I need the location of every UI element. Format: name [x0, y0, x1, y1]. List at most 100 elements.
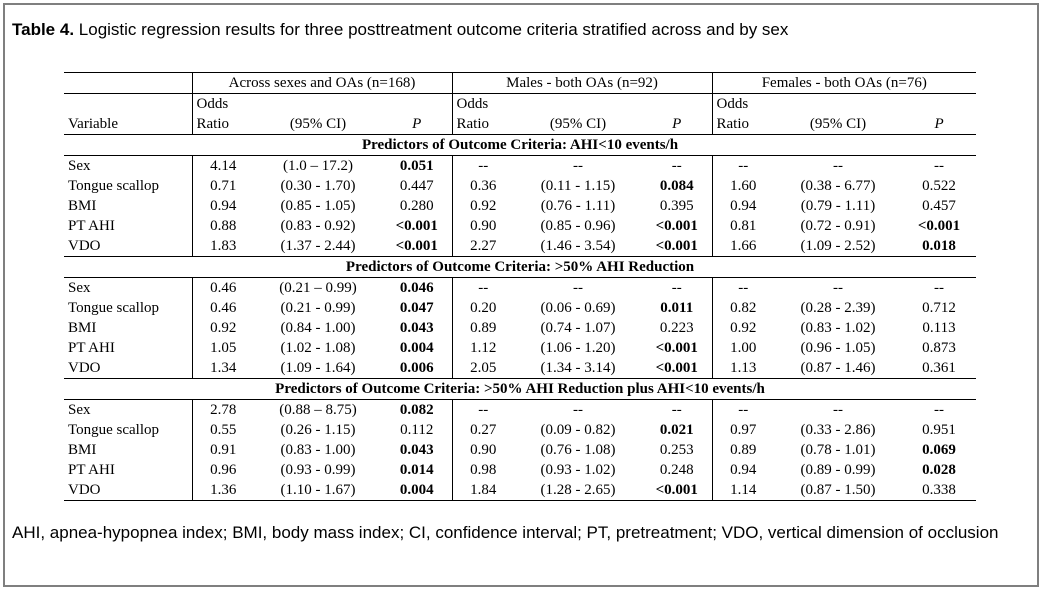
ci-cell: --	[573, 401, 584, 418]
variable-cell: Tongue scallop	[64, 298, 193, 318]
p-value-cell: 0.006	[382, 358, 453, 379]
ci-cell: (1.28 - 2.65)	[514, 480, 643, 501]
p-value-cell: 0.014	[382, 460, 453, 480]
odds-ratio-cell: 4.14	[210, 157, 237, 174]
p-value-cell: 0.248	[642, 460, 713, 480]
p-value-cell: --	[642, 277, 713, 298]
p-value-cell: 0.004	[382, 480, 453, 501]
table-label: Table 4.	[12, 20, 75, 39]
odds-ratio-cell: --	[738, 157, 749, 174]
table-row: BMI 0.92 (0.84 - 1.00) 0.043 0.89 (0.74 - 1.0…	[64, 318, 976, 338]
odds-ratio-cell: 0.94	[730, 197, 757, 214]
variable-header: Variable	[64, 114, 193, 135]
odds-ratio-cell: 2.05	[470, 359, 497, 376]
variable-cell: BMI	[64, 440, 193, 460]
odds-label: Odds	[456, 95, 489, 112]
table-row: PT AHI 0.88 (0.83 - 0.92) <0.001 0.90 (0.85 -…	[64, 216, 976, 236]
table-caption: Logistic regression results for three po…	[78, 20, 789, 39]
variable-cell: PT AHI	[64, 460, 193, 480]
p-header: P	[382, 114, 453, 135]
ci-header: (95% CI)	[549, 115, 607, 132]
p-value-cell: <0.001	[642, 216, 713, 236]
p-value-cell: 0.280	[382, 196, 453, 216]
p-value-cell: 0.338	[902, 480, 977, 501]
odds-ratio-cell: 1.00	[730, 339, 757, 356]
ci-cell: (1.0 – 17.2)	[283, 157, 353, 174]
p-value-cell: <0.001	[382, 236, 453, 257]
odds-ratio-cell: 1.60	[730, 177, 757, 194]
odds-ratio-cell: 0.81	[730, 217, 757, 234]
ci-cell: --	[833, 401, 844, 418]
odds-ratio-cell: 1.14	[712, 480, 775, 501]
p-value-cell: 0.047	[382, 298, 453, 318]
ci-cell: (1.02 - 1.08)	[280, 339, 356, 356]
variable-cell: VDO	[64, 236, 193, 257]
odds-ratio-cell: 2.27	[470, 237, 497, 254]
ci-cell: (0.38 - 6.77)	[800, 177, 876, 194]
odds-ratio-cell: 0.36	[470, 177, 497, 194]
p-value-cell: 0.069	[922, 441, 956, 458]
ci-cell: (0.74 - 1.07)	[540, 319, 616, 336]
odds-ratio-cell: 0.46	[210, 299, 237, 316]
table-row: VDO 1.36 (1.10 - 1.67) 0.004 1.84 (1.28 - 2.6…	[64, 480, 977, 501]
p-value-cell: 0.011	[642, 298, 713, 318]
column-header-row: Variable Ratio (95% CI) P Ratio (95% CI)…	[64, 114, 976, 135]
odds-ratio-cell: 0.27	[470, 421, 497, 438]
table-row: BMI 0.91 (0.83 - 1.00) 0.043 0.90 (0.76 - 1.0…	[64, 440, 976, 460]
ci-cell: (1.09 - 2.52)	[800, 237, 876, 254]
p-value-cell: --	[642, 155, 713, 176]
ci-header: (95% CI)	[809, 115, 867, 132]
odds-ratio-cell: --	[478, 401, 489, 418]
p-value-cell: 0.004	[382, 338, 453, 358]
ci-cell: (0.26 - 1.15)	[280, 421, 356, 438]
variable-cell: VDO	[64, 358, 193, 379]
odds-ratio-cell: --	[738, 279, 749, 296]
p-header: P	[642, 114, 713, 135]
table-title: Table 4. Logistic regression results for…	[12, 20, 788, 40]
variable-cell: PT AHI	[64, 216, 193, 236]
ci-cell: (0.09 - 0.82)	[540, 421, 616, 438]
p-value-cell: 0.253	[642, 440, 713, 460]
ci-cell: (0.79 - 1.11)	[800, 197, 876, 214]
group-header-females: Females - both OAs (n=76)	[712, 72, 977, 94]
p-value-cell: 0.712	[922, 299, 956, 316]
ci-cell: (0.89 - 0.99)	[800, 461, 876, 478]
table-row: Sex 0.46 (0.21 – 0.99) 0.046 -- -- -- -- -- --	[64, 277, 976, 298]
group-header-blank	[64, 72, 193, 94]
odds-ratio-cell: --	[478, 279, 489, 296]
p-value-cell: --	[642, 399, 713, 420]
ci-cell: --	[573, 157, 584, 174]
variable-cell: BMI	[64, 196, 193, 216]
odds-ratio-cell: 1.84	[452, 480, 515, 501]
odds-ratio-cell: --	[738, 401, 749, 418]
odds-ratio-cell: 0.90	[470, 441, 497, 458]
ratio-label: Ratio	[196, 115, 230, 132]
odds-ratio-cell: --	[478, 157, 489, 174]
section-title: Predictors of Outcome Criteria: AHI<10 e…	[64, 134, 977, 156]
ci-cell: (1.34 - 3.14)	[540, 359, 616, 376]
odds-ratio-cell: 1.05	[210, 339, 237, 356]
odds-ratio-cell: 0.55	[210, 421, 237, 438]
ci-cell: (0.93 - 0.99)	[280, 461, 356, 478]
p-value-cell: 0.112	[382, 420, 453, 440]
odds-ratio-cell: 1.36	[192, 480, 254, 501]
p-value-cell: --	[934, 279, 945, 296]
ci-cell: (1.46 - 3.54)	[540, 237, 616, 254]
p-value-cell: 0.051	[382, 155, 453, 176]
p-value-cell: 0.043	[382, 440, 453, 460]
variable-cell: Sex	[64, 399, 193, 420]
ci-cell: (0.83 - 1.00)	[280, 441, 356, 458]
ci-cell: (0.21 - 0.99)	[280, 299, 356, 316]
ci-cell: (1.06 - 1.20)	[540, 339, 616, 356]
ci-cell: (1.37 - 2.44)	[280, 237, 356, 254]
p-value-cell: <0.001	[917, 217, 961, 234]
odds-ratio-cell: 1.66	[730, 237, 757, 254]
odds-ratio-cell: 0.94	[210, 197, 237, 214]
p-value-cell: <0.001	[642, 338, 713, 358]
section-title: Predictors of Outcome Criteria: >50% AHI…	[64, 378, 977, 400]
section-header-row: Predictors of Outcome Criteria: >50% AHI…	[64, 256, 977, 278]
variable-cell: Sex	[64, 277, 193, 298]
table-row: PT AHI 0.96 (0.93 - 0.99) 0.014 0.98 (0.93 - …	[64, 460, 976, 480]
section-title: Predictors of Outcome Criteria: >50% AHI…	[64, 256, 977, 278]
table-row: BMI 0.94 (0.85 - 1.05) 0.280 0.92 (0.76 - 1.1…	[64, 196, 976, 216]
